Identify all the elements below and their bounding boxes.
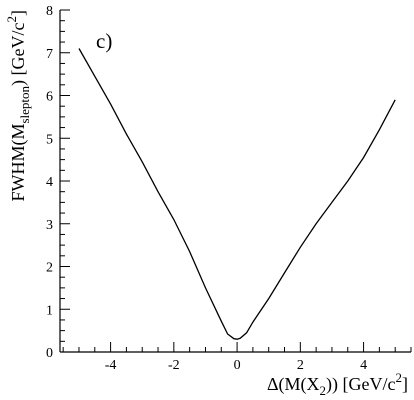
y-tick-label: 5 [46,132,53,147]
x-axis-title: Δ(M(X2)) [GeV/c2] [267,370,408,398]
series-group [78,48,396,340]
panel-label: c) [96,29,112,53]
x-ticks: -4 -2 0 2 4 [62,342,412,373]
y-tick-label: 4 [46,175,53,190]
y-tick-label: 7 [46,47,53,62]
x-tick-label: 4 [360,358,367,373]
y-tick-label: 6 [46,90,53,105]
y-tick-label: 8 [46,4,53,19]
x-tick-label: 2 [297,358,304,373]
y-tick-label: 0 [46,346,53,361]
plot-frame [59,10,411,353]
y-tick-label: 3 [46,218,53,233]
x-tick-label: 0 [234,358,241,373]
y-tick-label: 2 [46,261,53,276]
x-tick-label: -4 [105,358,117,373]
y-ticks: 0 1 2 3 4 5 6 7 8 [46,4,70,361]
x-tick-label: -2 [168,358,180,373]
series-line [78,48,396,340]
y-tick-label: 1 [46,303,53,318]
y-axis-title: FWHM(Mslepton) [GeV/c2] [4,10,32,202]
